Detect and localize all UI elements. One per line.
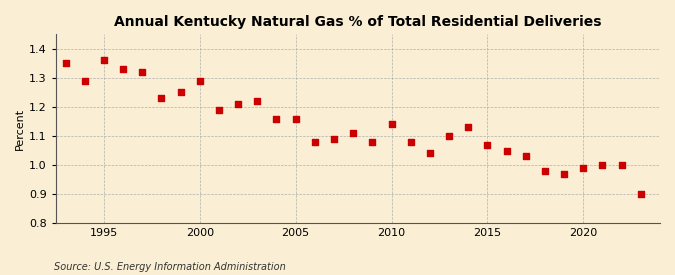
Point xyxy=(156,96,167,100)
Point xyxy=(252,99,263,103)
Point xyxy=(578,166,589,170)
Point xyxy=(309,140,320,144)
Point xyxy=(502,148,512,153)
Point xyxy=(425,151,435,156)
Point xyxy=(194,79,205,83)
Point xyxy=(597,163,608,167)
Point xyxy=(559,172,570,176)
Point xyxy=(137,70,148,74)
Point xyxy=(616,163,627,167)
Point xyxy=(443,134,454,138)
Point xyxy=(79,79,90,83)
Point xyxy=(482,142,493,147)
Title: Annual Kentucky Natural Gas % of Total Residential Deliveries: Annual Kentucky Natural Gas % of Total R… xyxy=(114,15,601,29)
Text: Source: U.S. Energy Information Administration: Source: U.S. Energy Information Administ… xyxy=(54,262,286,272)
Point xyxy=(367,140,378,144)
Point xyxy=(290,116,301,121)
Point xyxy=(233,102,244,106)
Point xyxy=(60,61,71,65)
Point xyxy=(405,140,416,144)
Point xyxy=(386,122,397,127)
Point xyxy=(635,192,646,196)
Point xyxy=(539,169,550,173)
Point xyxy=(520,154,531,158)
Point xyxy=(117,67,128,72)
Point xyxy=(99,58,109,63)
Point xyxy=(271,116,282,121)
Y-axis label: Percent: Percent xyxy=(15,108,25,150)
Point xyxy=(213,108,224,112)
Point xyxy=(348,131,358,135)
Point xyxy=(176,90,186,95)
Point xyxy=(329,137,340,141)
Point xyxy=(463,125,474,130)
